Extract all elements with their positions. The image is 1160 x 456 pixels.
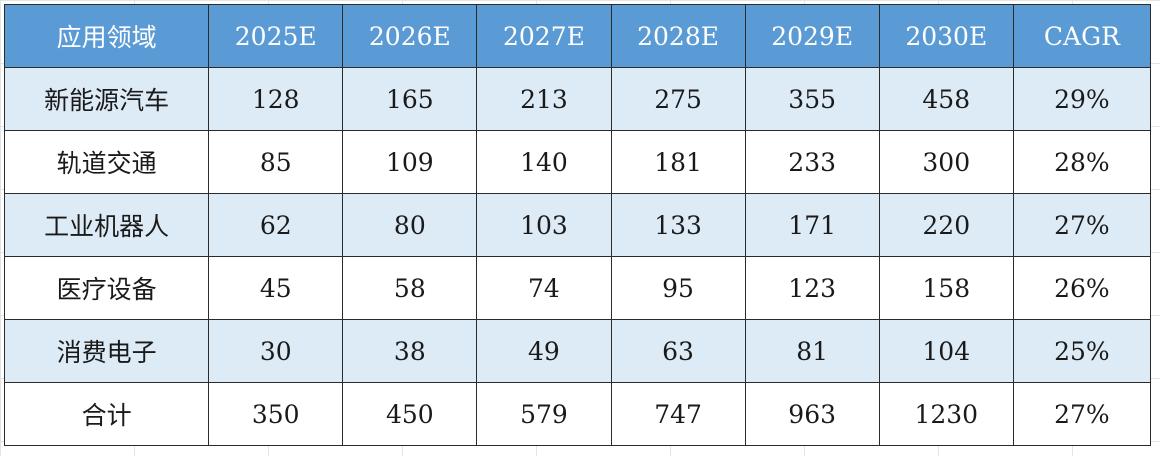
total-value-cell[interactable]: 450 xyxy=(342,382,478,446)
value-cell[interactable]: 109 xyxy=(342,130,478,194)
value-cell[interactable]: 171 xyxy=(744,193,880,257)
value-cell[interactable]: 123 xyxy=(744,256,880,320)
value-cell[interactable]: 181 xyxy=(610,130,746,194)
market-size-table: 应用领域 2025E 2026E 2027E 2028E 2029E 2030E… xyxy=(3,4,1152,446)
cagr-cell[interactable]: 28% xyxy=(1012,130,1152,194)
row-label-cell[interactable]: 工业机器人 xyxy=(3,193,210,257)
value-cell[interactable]: 165 xyxy=(342,67,478,131)
header-cell-2029e[interactable]: 2029E xyxy=(744,4,880,68)
row-label-cell[interactable]: 消费电子 xyxy=(3,319,210,383)
value-cell[interactable]: 81 xyxy=(744,319,880,383)
value-cell[interactable]: 104 xyxy=(878,319,1014,383)
value-cell[interactable]: 300 xyxy=(878,130,1014,194)
cagr-cell[interactable]: 29% xyxy=(1012,67,1152,131)
value-cell[interactable]: 30 xyxy=(208,319,344,383)
header-row: 应用领域 2025E 2026E 2027E 2028E 2029E 2030E… xyxy=(3,4,1152,68)
total-value-cell[interactable]: 747 xyxy=(610,382,746,446)
value-cell[interactable]: 95 xyxy=(610,256,746,320)
value-cell[interactable]: 458 xyxy=(878,67,1014,131)
value-cell[interactable]: 275 xyxy=(610,67,746,131)
value-cell[interactable]: 58 xyxy=(342,256,478,320)
value-cell[interactable]: 158 xyxy=(878,256,1014,320)
total-label-cell[interactable]: 合计 xyxy=(3,382,210,446)
total-row: 合计 350 450 579 747 963 1230 27% xyxy=(3,382,1152,446)
total-value-cell[interactable]: 963 xyxy=(744,382,880,446)
header-cell-2027e[interactable]: 2027E xyxy=(476,4,612,68)
value-cell[interactable]: 49 xyxy=(476,319,612,383)
table-row: 医疗设备 45 58 74 95 123 158 26% xyxy=(3,256,1152,320)
header-cell-2028e[interactable]: 2028E xyxy=(610,4,746,68)
row-label-cell[interactable]: 医疗设备 xyxy=(3,256,210,320)
value-cell[interactable]: 128 xyxy=(208,67,344,131)
value-cell[interactable]: 63 xyxy=(610,319,746,383)
header-cell-2025e[interactable]: 2025E xyxy=(208,4,344,68)
cagr-cell[interactable]: 27% xyxy=(1012,193,1152,257)
total-value-cell[interactable]: 1230 xyxy=(878,382,1014,446)
table-row: 轨道交通 85 109 140 181 233 300 28% xyxy=(3,130,1152,194)
value-cell[interactable]: 103 xyxy=(476,193,612,257)
header-cell-cagr[interactable]: CAGR xyxy=(1012,4,1152,68)
header-cell-domain[interactable]: 应用领域 xyxy=(3,4,210,68)
value-cell[interactable]: 74 xyxy=(476,256,612,320)
value-cell[interactable]: 85 xyxy=(208,130,344,194)
header-cell-2026e[interactable]: 2026E xyxy=(342,4,478,68)
value-cell[interactable]: 133 xyxy=(610,193,746,257)
row-label-cell[interactable]: 新能源汽车 xyxy=(3,67,210,131)
table-row: 工业机器人 62 80 103 133 171 220 27% xyxy=(3,193,1152,257)
value-cell[interactable]: 62 xyxy=(208,193,344,257)
cagr-cell[interactable]: 26% xyxy=(1012,256,1152,320)
value-cell[interactable]: 140 xyxy=(476,130,612,194)
value-cell[interactable]: 45 xyxy=(208,256,344,320)
table-row: 消费电子 30 38 49 63 81 104 25% xyxy=(3,319,1152,383)
table-row: 新能源汽车 128 165 213 275 355 458 29% xyxy=(3,67,1152,131)
total-cagr-cell[interactable]: 27% xyxy=(1012,382,1152,446)
header-cell-2030e[interactable]: 2030E xyxy=(878,4,1014,68)
cagr-cell[interactable]: 25% xyxy=(1012,319,1152,383)
value-cell[interactable]: 220 xyxy=(878,193,1014,257)
value-cell[interactable]: 355 xyxy=(744,67,880,131)
value-cell[interactable]: 38 xyxy=(342,319,478,383)
value-cell[interactable]: 213 xyxy=(476,67,612,131)
value-cell[interactable]: 80 xyxy=(342,193,478,257)
total-value-cell[interactable]: 579 xyxy=(476,382,612,446)
value-cell[interactable]: 233 xyxy=(744,130,880,194)
row-label-cell[interactable]: 轨道交通 xyxy=(3,130,210,194)
total-value-cell[interactable]: 350 xyxy=(208,382,344,446)
